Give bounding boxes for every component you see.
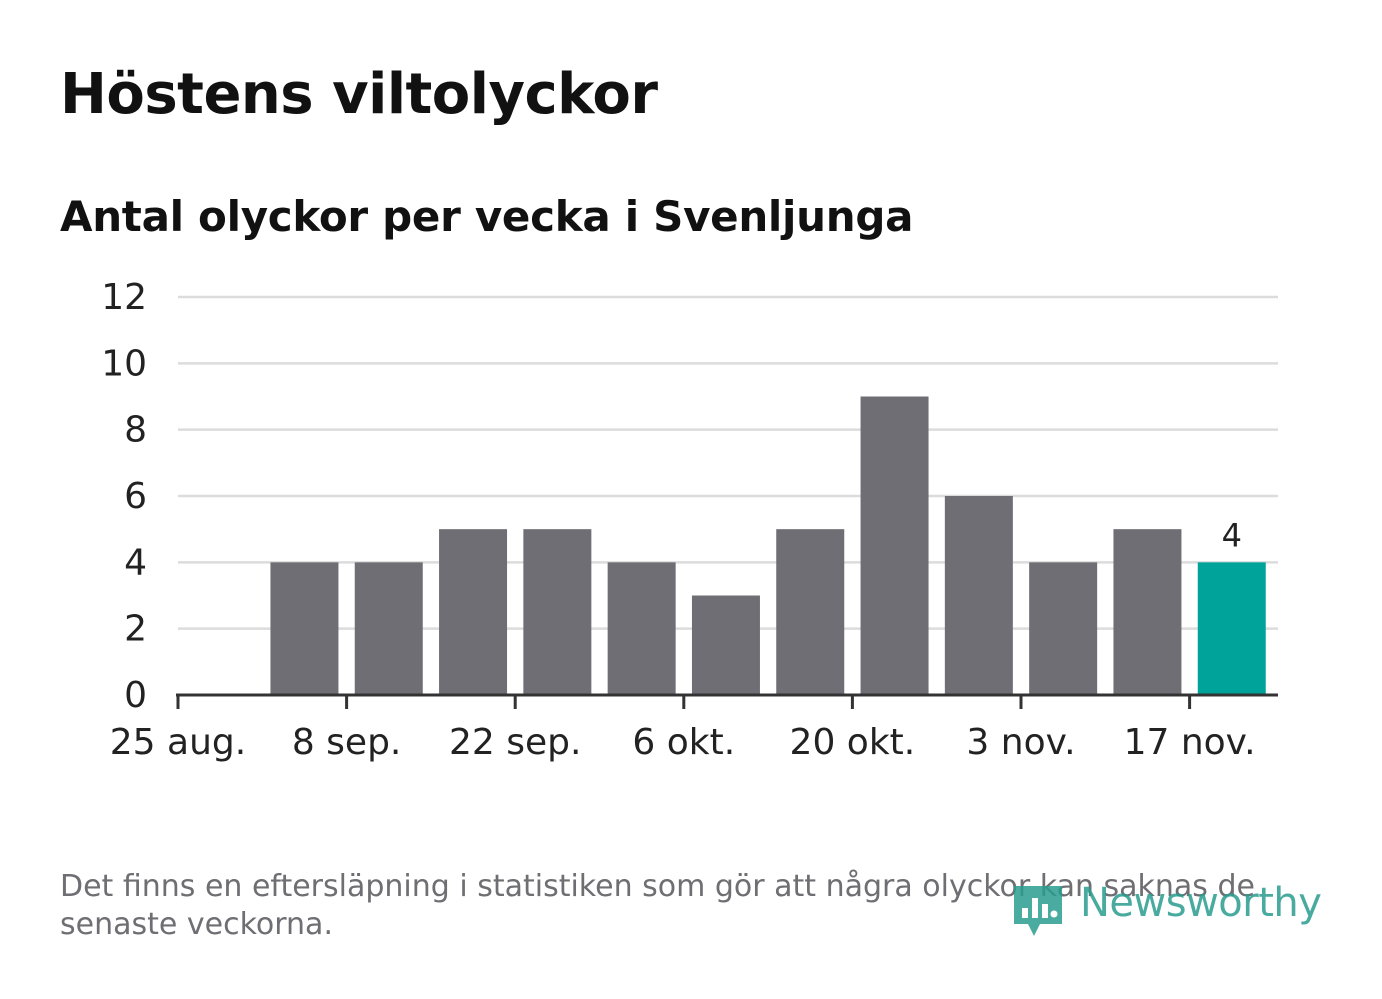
y-tick-label-0: 0	[124, 675, 147, 716]
newsworthy-logo-text: Newsworthy	[1080, 880, 1322, 926]
labels: 0 2 4 6 8 10 12 4 25 aug. 8 sep. 22 sep. 6 okt. 20 o…	[101, 277, 1255, 763]
bar-v44	[944, 496, 1013, 695]
y-tick-label-10: 10	[101, 343, 147, 384]
bars	[270, 396, 1266, 695]
bar-chart: 0 2 4 6 8 10 12 4 25 aug. 8 sep. 22 sep. 6 okt. 20 o…	[101, 277, 1278, 763]
chart-subtitle: Antal olyckor per vecka i Svenljunga	[60, 192, 914, 241]
bar-v46	[1113, 529, 1182, 695]
x-tick-label-5: 3 nov.	[966, 722, 1075, 763]
bar-value-label: 4	[1222, 516, 1242, 554]
bar-v47	[1197, 562, 1266, 695]
bar-v38	[439, 529, 508, 695]
newsworthy-logo-icon	[1014, 886, 1062, 936]
bar-v43	[860, 396, 929, 695]
x-tick-label-3: 6 okt.	[632, 722, 735, 763]
bar-v42	[776, 529, 845, 695]
bar-v45	[1029, 562, 1098, 695]
y-tick-label-6: 6	[124, 476, 147, 517]
x-tick-label-0: 25 aug.	[110, 722, 246, 763]
bar-v36	[270, 562, 339, 695]
y-tick-label-2: 2	[124, 609, 147, 650]
chart-title: Höstens viltolyckor	[60, 62, 658, 127]
y-tick-label-4: 4	[124, 542, 147, 583]
bar-v37	[354, 562, 423, 695]
bar-v39	[523, 529, 592, 695]
x-tick-label-2: 22 sep.	[449, 722, 581, 763]
y-tick-label-8: 8	[124, 410, 147, 451]
gridlines	[178, 295, 1278, 630]
x-tick-label-1: 8 sep.	[292, 722, 402, 763]
newsworthy-logo: Newsworthy	[1010, 878, 1330, 942]
bar-v41	[691, 595, 760, 695]
y-tick-label-12: 12	[101, 277, 147, 318]
x-tick-label-6: 17 nov.	[1124, 722, 1256, 763]
x-tick-label-4: 20 okt.	[790, 722, 916, 763]
axes	[176, 693, 1278, 709]
bar-v40	[607, 562, 676, 695]
